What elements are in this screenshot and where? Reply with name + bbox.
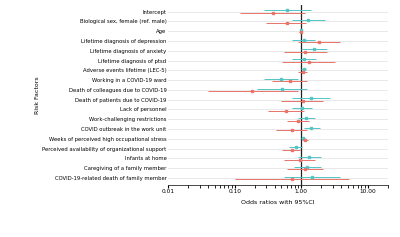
Y-axis label: Risk Factors: Risk Factors xyxy=(34,76,40,114)
X-axis label: Odds ratios with 95%CI: Odds ratios with 95%CI xyxy=(241,200,315,205)
